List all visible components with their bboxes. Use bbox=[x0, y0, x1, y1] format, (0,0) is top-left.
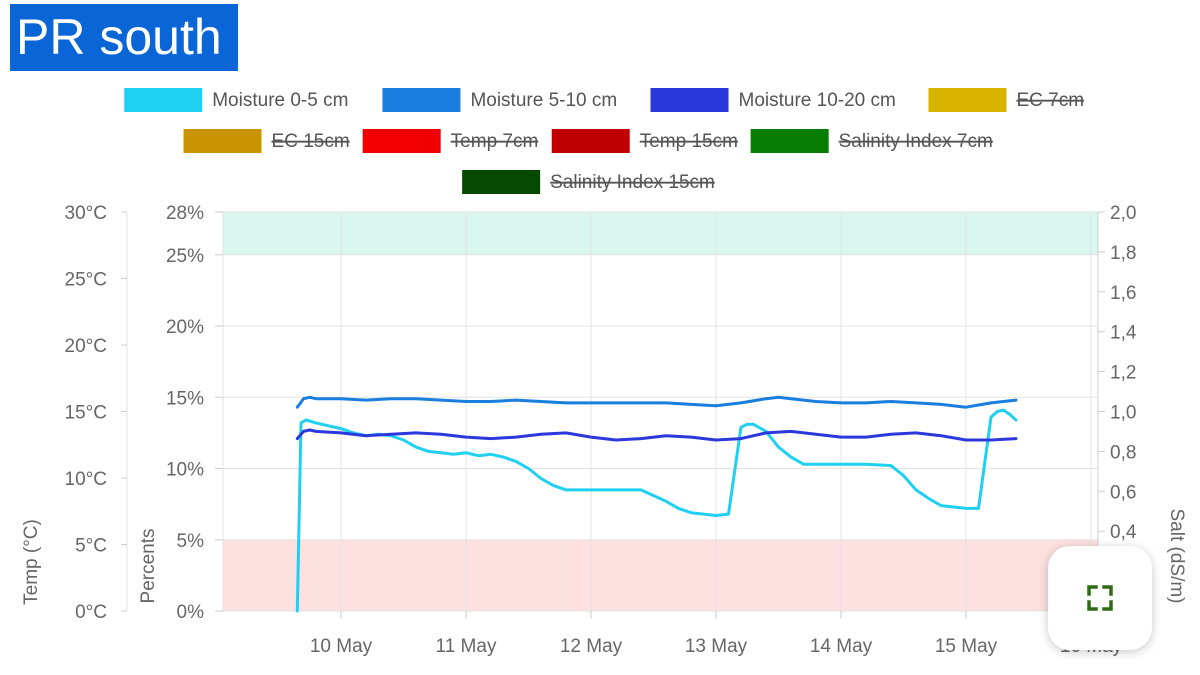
salt-tick-label: 0,8 bbox=[1110, 442, 1136, 463]
temp-tick-label: 5°C bbox=[75, 536, 107, 557]
legend-swatch bbox=[382, 88, 461, 112]
legend-swatch bbox=[928, 88, 1007, 112]
legend-swatch bbox=[551, 129, 630, 153]
grid bbox=[222, 211, 1099, 612]
legend-swatch bbox=[124, 88, 203, 112]
legend-item: Moisture 0-5 cm bbox=[124, 88, 348, 112]
salt-tick-label: 0,4 bbox=[1110, 522, 1137, 543]
temp-tick-label: 10°C bbox=[65, 469, 107, 490]
salt-tick-label: 1,4 bbox=[1110, 323, 1137, 344]
legend-item: Salinity Index 7cm bbox=[750, 129, 993, 153]
salt-tick-label: 1,0 bbox=[1110, 403, 1136, 424]
series-line bbox=[295, 428, 1018, 442]
legend-item: EC 7cm bbox=[928, 88, 1084, 112]
salt-tick-label: 0,6 bbox=[1110, 482, 1136, 503]
percent-tick-label: 0% bbox=[177, 602, 205, 623]
salt-tick-label: 1,6 bbox=[1110, 283, 1136, 304]
legend-label: Temp 15cm bbox=[640, 131, 738, 152]
temp-tick-label: 20°C bbox=[65, 336, 107, 357]
legend-label: Moisture 0-5 cm bbox=[212, 90, 348, 111]
x-tick-label: 14 May bbox=[810, 636, 873, 657]
legend-item: EC 15cm bbox=[183, 129, 350, 153]
temp-axis-title: Temp (°C) bbox=[21, 519, 42, 605]
percent-tick-label: 28% bbox=[166, 203, 204, 224]
legend-swatch bbox=[362, 129, 441, 153]
series-line bbox=[295, 408, 1018, 613]
series bbox=[295, 395, 1018, 613]
legend-label: Temp 7cm bbox=[451, 131, 539, 152]
legend-item: Moisture 5-10 cm bbox=[382, 88, 617, 112]
expand-icon bbox=[1087, 585, 1113, 611]
percent-tick-label: 25% bbox=[166, 246, 204, 267]
salt-tick-label: 1,2 bbox=[1110, 363, 1136, 384]
percent-tick-label: 10% bbox=[166, 460, 204, 481]
legend-label: Salinity Index 15cm bbox=[550, 172, 715, 193]
percent-tick-label: 20% bbox=[166, 317, 204, 338]
legend-label: Moisture 5-10 cm bbox=[470, 90, 617, 111]
legend-label: Moisture 10-20 cm bbox=[739, 90, 896, 111]
temp-tick-label: 30°C bbox=[65, 203, 107, 224]
legend-label: EC 15cm bbox=[272, 131, 350, 152]
legend-item: Temp 15cm bbox=[551, 129, 738, 153]
legend: Moisture 0-5 cm Moisture 5-10 cm Moisture … bbox=[124, 88, 1084, 194]
series-line bbox=[295, 395, 1018, 409]
x-tick-label: 13 May bbox=[685, 636, 748, 657]
legend-item: Salinity Index 15cm bbox=[462, 170, 715, 194]
salt-axis-title: Salt (dS/m) bbox=[1166, 508, 1187, 603]
temp-tick-label: 0°C bbox=[75, 602, 107, 623]
x-tick-label: 12 May bbox=[560, 636, 623, 657]
legend-item: Moisture 10-20 cm bbox=[650, 88, 896, 112]
legend-swatch bbox=[650, 88, 729, 112]
expand-button[interactable] bbox=[1048, 546, 1152, 650]
salt-tick-label: 2,0 bbox=[1110, 203, 1136, 224]
page-title: PR south bbox=[10, 4, 238, 71]
x-tick-label: 11 May bbox=[436, 636, 497, 657]
percent-tick-label: 15% bbox=[166, 388, 204, 409]
legend-item: Temp 7cm bbox=[362, 129, 539, 153]
legend-swatch bbox=[750, 129, 829, 153]
legend-swatch bbox=[183, 129, 262, 153]
x-tick-label: 15 May bbox=[935, 636, 998, 657]
percent-tick-label: 5% bbox=[177, 531, 205, 552]
legend-swatch bbox=[462, 170, 541, 194]
threshold-band bbox=[223, 539, 1098, 611]
legend-label: Salinity Index 7cm bbox=[839, 131, 993, 152]
threshold-bands bbox=[223, 212, 1098, 611]
threshold-band bbox=[223, 212, 1098, 255]
legend-label: EC 7cm bbox=[1016, 90, 1084, 111]
x-tick-label: 10 May bbox=[310, 636, 373, 657]
salt-tick-label: 1,8 bbox=[1110, 243, 1136, 264]
temp-tick-label: 15°C bbox=[65, 403, 107, 424]
temp-tick-label: 25°C bbox=[65, 270, 107, 291]
percent-axis-title: Percents bbox=[138, 529, 159, 604]
